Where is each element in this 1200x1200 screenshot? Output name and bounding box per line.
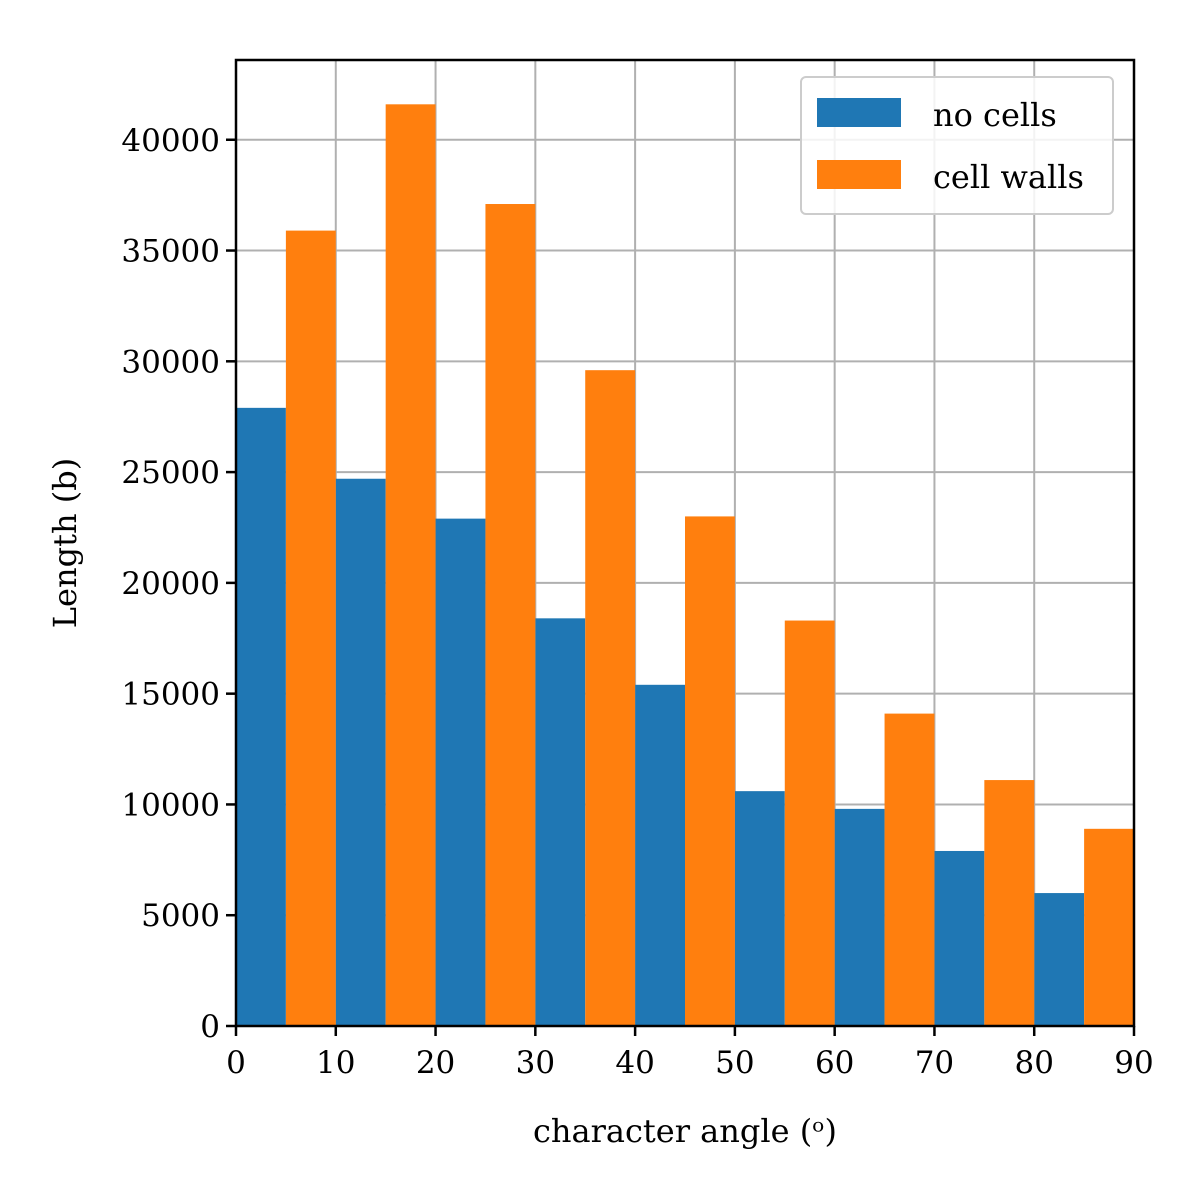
y-tick-label: 0: [200, 1009, 220, 1045]
bar-no-cells: [535, 618, 586, 1026]
bars-layer: [236, 104, 1134, 1027]
bar-cell-walls: [884, 713, 935, 1026]
ticks-layer: 0 10 20 30 40 50 60 70 80 90 0 5000 10000 15000 20000 2…: [121, 123, 1153, 1081]
x-tick-label: 30: [516, 1045, 555, 1081]
plot-frame: [234, 58, 1136, 1028]
bar-no-cells: [834, 808, 885, 1026]
x-tick-label: 0: [226, 1045, 246, 1081]
y-tick-label: 15000: [121, 677, 220, 713]
bar-no-cells: [635, 684, 685, 1026]
bar-no-cells: [1034, 893, 1085, 1026]
bar-cell-walls: [585, 370, 636, 1026]
x-tick-label: 20: [416, 1045, 455, 1081]
x-axis-title: character angle (ᵒ): [533, 1112, 837, 1150]
bar-cell-walls: [285, 230, 336, 1026]
bar-cell-walls: [685, 516, 735, 1026]
bar-no-cells: [934, 850, 985, 1026]
x-tick-label: 60: [815, 1045, 854, 1081]
x-tick-label: 80: [1014, 1045, 1053, 1081]
bar-no-cells: [335, 478, 386, 1027]
x-tick-label: 40: [615, 1045, 654, 1081]
legend-swatch-cell-walls: [817, 160, 901, 189]
x-tick-label: 10: [316, 1045, 355, 1081]
x-tick-label: 90: [1114, 1045, 1153, 1081]
y-tick-label: 20000: [121, 566, 220, 602]
y-tick-label: 25000: [121, 455, 220, 491]
legend-label-no-cells: no cells: [933, 96, 1057, 134]
x-tick-label: 50: [715, 1045, 754, 1081]
y-tick-label: 10000: [121, 787, 220, 823]
y-tick-label: 40000: [121, 123, 220, 159]
bar-no-cells: [236, 407, 286, 1026]
y-tick-label: 30000: [121, 344, 220, 380]
legend: no cells cell walls: [800, 76, 1114, 215]
bar-cell-walls: [485, 204, 536, 1026]
legend-swatch-no-cells: [817, 98, 901, 127]
x-tick-label: 70: [915, 1045, 954, 1081]
y-tick-label: 5000: [141, 898, 220, 934]
legend-label-cell-walls: cell walls: [933, 158, 1084, 196]
bar-no-cells: [734, 791, 785, 1026]
bar-cell-walls: [385, 104, 436, 1026]
bar-cell-walls: [984, 780, 1035, 1026]
y-tick-label: 35000: [121, 234, 220, 270]
bar-no-cells: [435, 518, 486, 1026]
bar-cell-walls: [1084, 828, 1134, 1026]
bar-cell-walls: [784, 620, 835, 1026]
y-axis-title: Length (b): [46, 458, 84, 628]
